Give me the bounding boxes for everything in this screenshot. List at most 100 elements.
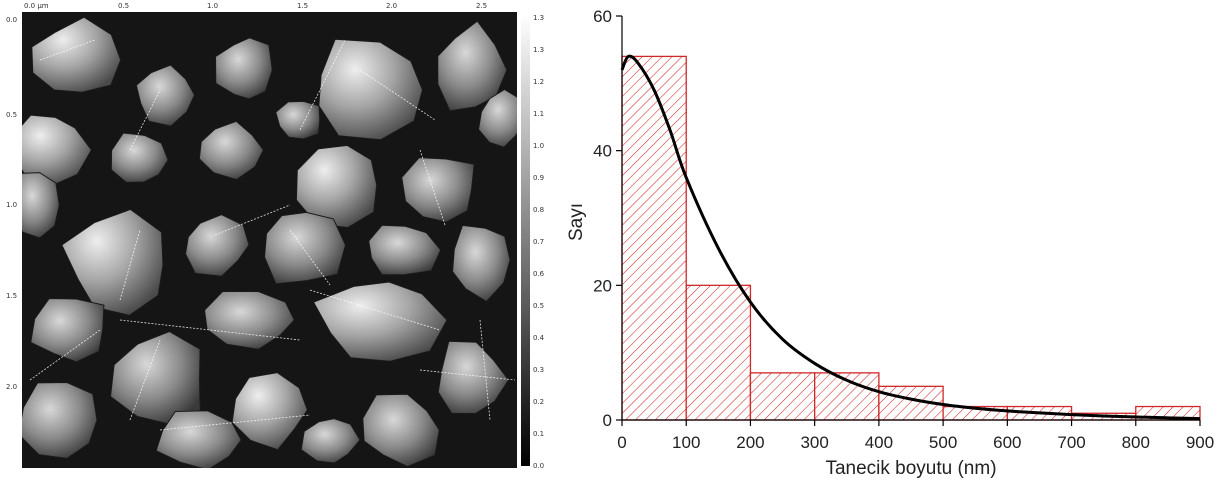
sem-colorbar-label: 0.3 bbox=[533, 366, 544, 374]
sem-particle bbox=[437, 340, 510, 415]
sem-particle bbox=[275, 100, 321, 140]
sem-colorbar bbox=[521, 14, 530, 466]
sem-measure-line bbox=[129, 339, 161, 421]
sem-measure-line bbox=[159, 414, 311, 431]
sem-particle bbox=[231, 372, 308, 451]
sem-colorbar-label: 0.4 bbox=[533, 334, 545, 342]
sem-particle bbox=[362, 393, 440, 468]
sem-left-label-4: 2.0 bbox=[6, 383, 17, 391]
sem-measure-line bbox=[479, 319, 491, 421]
sem-measure-line bbox=[29, 329, 101, 381]
sem-colorbar-label: 1.0 bbox=[533, 142, 544, 150]
fit-curve bbox=[620, 54, 1201, 421]
sem-colorbar-label: 0.1 bbox=[533, 430, 544, 438]
sem-measure-line bbox=[299, 39, 346, 131]
sem-top-label-1: 0.5 bbox=[118, 2, 129, 10]
sem-top-label-3: 1.5 bbox=[297, 2, 308, 10]
sem-measure-lines bbox=[29, 39, 516, 431]
sem-particle bbox=[401, 157, 475, 223]
sem-left-label-1: 0.5 bbox=[6, 111, 17, 119]
histogram-bar bbox=[621, 55, 687, 421]
sem-colorbar-label: 1.1 bbox=[533, 110, 544, 118]
sem-top-label-0: 0.0 µm bbox=[24, 2, 49, 10]
sem-particles bbox=[22, 16, 517, 468]
sem-particle bbox=[312, 281, 448, 362]
sem-particle bbox=[477, 88, 517, 148]
sem-colorbar-label: 0.2 bbox=[533, 398, 544, 406]
sem-particle bbox=[295, 144, 378, 229]
y-tick-label: 20 bbox=[593, 276, 612, 295]
sem-particle bbox=[451, 224, 511, 303]
sem-colorbar-label: 0.6 bbox=[533, 270, 545, 278]
sem-top-label-5: 2.5 bbox=[476, 2, 487, 10]
histogram-bars bbox=[621, 55, 1201, 421]
y-tick-label: 0 bbox=[603, 411, 612, 430]
x-tick-label: 200 bbox=[736, 433, 764, 452]
sem-left-label-3: 1.5 bbox=[6, 292, 17, 300]
sem-measure-line bbox=[419, 149, 446, 226]
y-tick-label: 60 bbox=[593, 7, 612, 26]
sem-micrograph: 0.0 µm 0.5 1.0 1.5 2.0 2.5 0.0 0.5 1.0 1… bbox=[6, 2, 545, 470]
x-tick-label: 100 bbox=[672, 433, 700, 452]
y-axis-ticks: 0 20 40 60 bbox=[593, 7, 622, 430]
sem-particle bbox=[22, 114, 92, 185]
sem-particle bbox=[203, 291, 295, 350]
x-tick-label: 400 bbox=[865, 433, 893, 452]
sem-left-label-2: 1.0 bbox=[6, 201, 17, 209]
sem-particle bbox=[30, 297, 105, 363]
sem-particle bbox=[110, 132, 169, 183]
sem-top-label-2: 1.0 bbox=[207, 2, 218, 10]
sem-top-label-4: 2.0 bbox=[386, 2, 397, 10]
sem-colorbar-label: 0.8 bbox=[533, 206, 544, 214]
x-tick-label: 900 bbox=[1186, 433, 1214, 452]
sem-colorbar-label: 1.3 bbox=[533, 14, 544, 22]
sem-particle bbox=[31, 16, 122, 93]
sem-measure-line bbox=[309, 289, 441, 331]
histogram-panel: 0 20 40 60 0 100 200 300 400 500 600 700 800 900 Tan… bbox=[560, 0, 1227, 492]
y-tick-label: 40 bbox=[593, 142, 612, 161]
sem-measure-line bbox=[39, 39, 96, 61]
sem-top-axis: 0.0 µm 0.5 1.0 1.5 2.0 2.5 bbox=[24, 2, 487, 10]
sem-measure-line bbox=[289, 229, 331, 286]
sem-particle bbox=[22, 172, 60, 239]
sem-particle bbox=[437, 20, 508, 112]
sem-left-axis: 0.0 0.5 1.0 1.5 2.0 bbox=[6, 16, 17, 391]
sem-colorbar-label: 1.3 bbox=[533, 46, 544, 54]
histogram-bar bbox=[685, 284, 752, 421]
sem-measure-line bbox=[214, 204, 291, 236]
x-axis-title: Tanecik boyutu (nm) bbox=[825, 458, 996, 479]
x-tick-label: 0 bbox=[617, 433, 626, 452]
histogram-chart: 0 20 40 60 0 100 200 300 400 500 600 700 800 900 Tan… bbox=[566, 7, 1214, 479]
sem-measure-line bbox=[419, 369, 516, 381]
x-tick-label: 600 bbox=[993, 433, 1021, 452]
sem-particle bbox=[155, 410, 242, 468]
sem-colorbar-label: 0.5 bbox=[533, 302, 544, 310]
sem-particle bbox=[300, 418, 361, 464]
y-axis-title: Sayı bbox=[566, 203, 587, 241]
sem-colorbar-label: 1.2 bbox=[533, 78, 544, 86]
sem-measure-line bbox=[119, 319, 301, 341]
histogram-bar bbox=[749, 372, 816, 421]
sem-measure-line bbox=[359, 69, 436, 121]
sem-particle bbox=[368, 224, 442, 276]
sem-particle bbox=[214, 37, 273, 100]
x-axis-ticks: 0 100 200 300 400 500 600 700 800 900 bbox=[617, 420, 1214, 452]
sem-particle bbox=[22, 381, 98, 459]
sem-particle bbox=[263, 211, 347, 285]
sem-particle bbox=[198, 120, 264, 181]
x-tick-label: 300 bbox=[800, 433, 828, 452]
sem-colorbar-label: 0.7 bbox=[533, 238, 544, 246]
sem-measure-line bbox=[119, 229, 141, 301]
sem-particle bbox=[135, 64, 196, 127]
sem-particle bbox=[184, 214, 250, 277]
sem-micrograph-panel: 0.0 µm 0.5 1.0 1.5 2.0 2.5 0.0 0.5 1.0 1… bbox=[0, 0, 560, 492]
sem-colorbar-label: 0.0 bbox=[533, 462, 544, 470]
sem-left-label-0: 0.0 bbox=[6, 16, 17, 24]
sem-particle bbox=[61, 208, 164, 316]
sem-colorbar-labels: 1.3 1.3 1.2 1.1 1.0 0.9 0.8 0.7 0.6 0.5 0.4 0.3 0.2 0… bbox=[533, 14, 545, 470]
x-tick-label: 800 bbox=[1122, 433, 1150, 452]
x-tick-label: 500 bbox=[929, 433, 957, 452]
sem-measure-line bbox=[129, 89, 161, 151]
sem-colorbar-label: 0.9 bbox=[533, 174, 544, 182]
x-tick-label: 700 bbox=[1057, 433, 1085, 452]
